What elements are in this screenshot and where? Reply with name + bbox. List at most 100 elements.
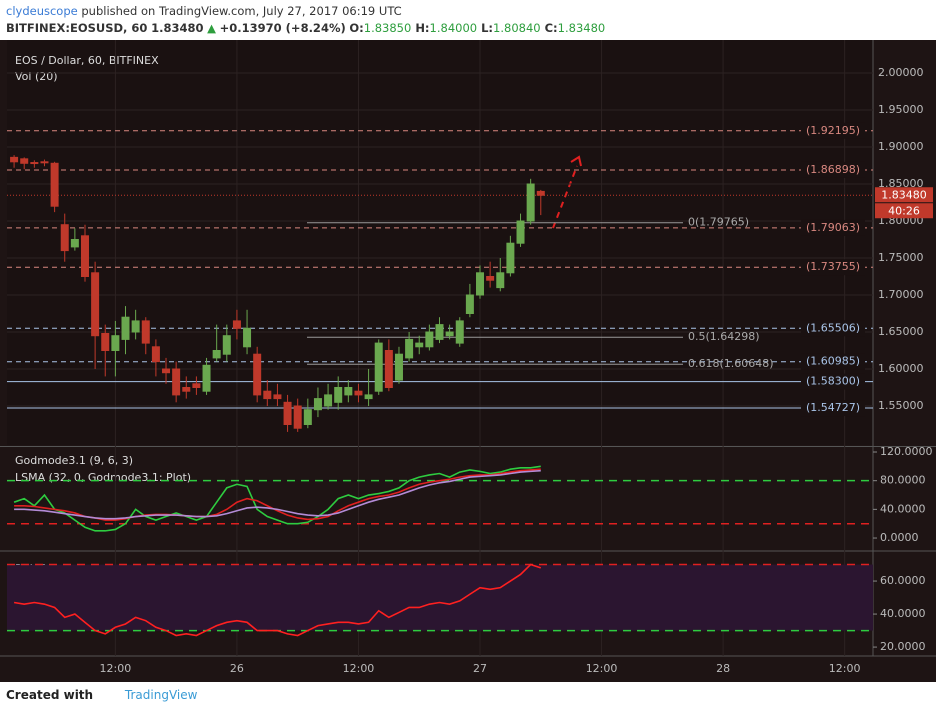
y-tick-label: 1.90000 xyxy=(878,140,924,153)
candle-body xyxy=(303,409,312,426)
candle-body xyxy=(334,387,343,403)
brand[interactable]: TradingView xyxy=(124,688,198,702)
candle-body xyxy=(526,183,535,222)
countdown-box xyxy=(875,203,933,219)
y-tick-label: 1.95000 xyxy=(878,103,924,116)
level-box xyxy=(801,219,865,236)
level-box xyxy=(801,161,865,178)
candle-body xyxy=(30,162,39,165)
candle-body xyxy=(10,156,19,163)
main-pane xyxy=(7,40,873,445)
candle-body xyxy=(243,327,252,348)
x-tick-label: 26 xyxy=(230,662,244,675)
fib-label: 0(1.79765) xyxy=(688,216,749,229)
ohlc-value: 1.83850 xyxy=(363,21,412,35)
level-label: (1.86898) xyxy=(806,163,860,176)
series-line xyxy=(14,469,541,520)
series-line xyxy=(13,563,542,637)
x-tick-label: 12:00 xyxy=(586,662,618,675)
candle-body xyxy=(101,332,110,352)
candle-body xyxy=(141,320,150,344)
ohlc-value: 1.83480 xyxy=(557,21,606,35)
level-label: (1.58300) xyxy=(806,375,860,388)
ohlc-label: L: xyxy=(481,21,494,35)
candle-body xyxy=(293,405,302,429)
symbol: BITFINEX:EOSUSD, 60 xyxy=(6,21,148,35)
vol-title: Vol (20) xyxy=(15,70,58,83)
candle-body xyxy=(374,342,383,392)
candle-body xyxy=(121,316,130,340)
candle-body xyxy=(496,272,505,289)
candle-body xyxy=(70,239,79,248)
y-tick-label: 2.00000 xyxy=(878,66,924,79)
ind-subtitle: LSMA (32, 0, Godmode3.1: Plot) xyxy=(15,471,191,484)
ind-title: Godmode3.1 (9, 6, 3) xyxy=(15,454,133,467)
ohlc: O:1.83850 H:1.84000 L:1.80840 C:1.83480 xyxy=(349,21,609,35)
x-tick-label: 27 xyxy=(473,662,487,675)
y-tick-label: 0.0000 xyxy=(880,531,919,544)
x-tick-label: 28 xyxy=(716,662,730,675)
candle-body xyxy=(162,368,171,374)
y-tick-label: 120.0000 xyxy=(880,445,933,458)
y-tick-label: 1.60000 xyxy=(878,362,924,375)
candle-body xyxy=(151,346,160,363)
candle-body xyxy=(445,331,454,337)
fib-label: 0.618(1.60648) xyxy=(688,357,774,370)
level-box xyxy=(801,400,865,417)
candle-body xyxy=(253,353,262,396)
candle-body xyxy=(425,331,434,348)
y-tick-label: 1.55000 xyxy=(878,399,924,412)
candle-body xyxy=(506,242,515,274)
ohlc-label: C: xyxy=(544,21,558,35)
candle-body xyxy=(212,350,221,359)
arrow: ▲ xyxy=(207,21,216,35)
fib-label: 0.5(1.64298) xyxy=(688,330,760,343)
series-line xyxy=(14,468,541,521)
candle-body xyxy=(415,342,424,348)
y-tick-label: 60.0000 xyxy=(880,574,926,587)
candle-body xyxy=(20,158,29,164)
level-box xyxy=(801,373,865,390)
candle-body xyxy=(283,401,292,426)
header: clydeuscope published on TradingView.com… xyxy=(6,3,609,37)
candle-body xyxy=(324,394,333,407)
candle-body xyxy=(273,394,282,400)
candle-body xyxy=(80,235,89,278)
change: +0.13970 (+8.24%) xyxy=(219,21,346,35)
candle-body xyxy=(536,190,545,196)
level-label: (1.65506) xyxy=(806,321,860,334)
level-box xyxy=(801,320,865,337)
series-line xyxy=(13,465,541,532)
x-tick-label: 12:00 xyxy=(829,662,861,675)
price-label: 1.83480 xyxy=(881,188,927,201)
band xyxy=(7,564,873,631)
candle-body xyxy=(50,162,59,207)
candle-body xyxy=(364,394,373,400)
candle-body xyxy=(182,387,191,392)
candle-body xyxy=(516,220,525,244)
last: 1.83480 xyxy=(151,21,204,35)
y-tick-label: 1.85000 xyxy=(878,177,924,190)
ohlc-value: 1.84000 xyxy=(429,21,478,35)
candle-body xyxy=(384,350,393,389)
y-tick-label: 1.65000 xyxy=(878,325,924,338)
candle-body xyxy=(465,294,474,315)
candle-body xyxy=(222,335,231,355)
ohlc-label: H: xyxy=(415,21,430,35)
y-tick-label: 1.75000 xyxy=(878,251,924,264)
y-tick-label: 40.0000 xyxy=(880,607,926,620)
level-label: (1.79063) xyxy=(806,221,860,234)
arrow xyxy=(552,165,578,229)
candle-body xyxy=(435,324,444,340)
candle-body xyxy=(232,320,241,329)
candle-body xyxy=(60,224,69,252)
candle-body xyxy=(202,364,211,392)
candle-body xyxy=(131,320,140,333)
y-tick-label: 40.0000 xyxy=(880,502,926,515)
author[interactable]: clydeuscope xyxy=(6,4,78,18)
countdown: 40:26 xyxy=(888,204,920,217)
candle-body xyxy=(192,383,201,389)
candle-body xyxy=(455,320,464,344)
